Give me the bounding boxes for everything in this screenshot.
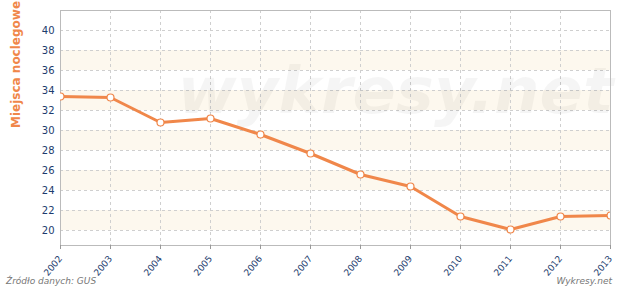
html-text:Wykresy.net: Wykresy.net xyxy=(556,276,612,286)
svg-text:2009: 2009 xyxy=(392,254,415,278)
svg-text:2003: 2003 xyxy=(92,254,114,278)
svg-text:38: 38 xyxy=(42,45,55,56)
svg-text:2010: 2010 xyxy=(442,254,465,278)
svg-text:2005: 2005 xyxy=(192,254,214,278)
svg-text:2004: 2004 xyxy=(142,254,165,278)
html-text:Źródło danych: GUS: Źródło danych: GUS xyxy=(6,276,97,286)
svg-text:34: 34 xyxy=(42,85,55,96)
svg-text:28: 28 xyxy=(42,145,55,156)
svg-text:2008: 2008 xyxy=(342,254,365,278)
svg-text:20: 20 xyxy=(42,225,55,236)
svg-text:30: 30 xyxy=(42,125,55,136)
svg-text:2007: 2007 xyxy=(292,254,314,278)
svg-text:40: 40 xyxy=(42,25,55,36)
svg-text:2002: 2002 xyxy=(42,254,64,278)
svg-text:24: 24 xyxy=(42,185,55,196)
svg-text:26: 26 xyxy=(42,165,55,176)
svg-text:2006: 2006 xyxy=(242,254,265,278)
svg-text:2012: 2012 xyxy=(542,254,564,278)
svg-text:2011: 2011 xyxy=(492,254,514,278)
svg-text:wykresy.net: wykresy.net xyxy=(177,54,616,128)
svg-text:22: 22 xyxy=(42,205,55,216)
svg-text:32: 32 xyxy=(42,105,55,116)
svg-text:Miejsca noclegowe (w tys.): Miejsca noclegowe (w tys.) xyxy=(9,0,23,128)
svg-text:2013: 2013 xyxy=(592,254,614,278)
svg-text:36: 36 xyxy=(42,65,55,76)
